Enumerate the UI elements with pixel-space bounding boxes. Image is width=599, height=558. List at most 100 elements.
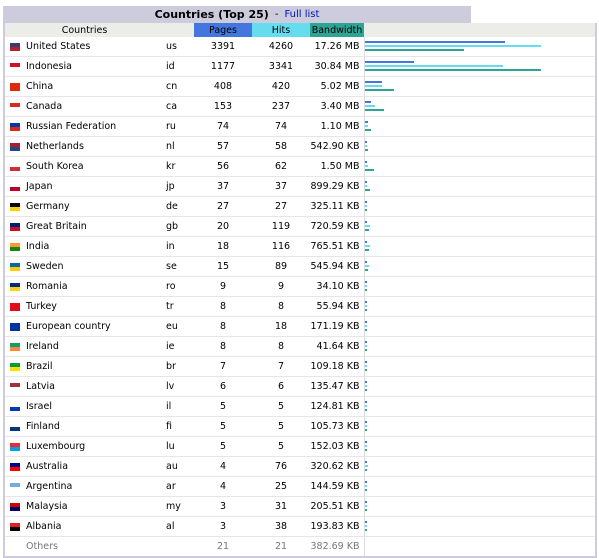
table-row: Ireland ie 8 8 41.64 KB: [4, 336, 596, 357]
hits-bar: [364, 85, 382, 87]
flag-cell: [4, 376, 24, 397]
bar-graph-cell: [364, 196, 596, 217]
table-row: Israel il 5 5 124.81 KB: [4, 396, 596, 417]
pages-value: 3: [194, 516, 252, 537]
flag-cell: [4, 456, 24, 477]
country-flag-icon: [9, 422, 20, 431]
country-name: India: [24, 236, 164, 257]
table-row: Sweden se 15 89 545.94 KB: [4, 256, 596, 277]
hits-value: 37: [252, 176, 310, 197]
pages-value: 8: [194, 316, 252, 337]
country-code: nl: [164, 136, 194, 157]
table-row: Luxembourg lu 5 5 152.03 KB: [4, 436, 596, 457]
bandwidth-bar: [364, 469, 367, 471]
flag-cell: [4, 96, 24, 117]
flag-cell: [4, 516, 24, 537]
country-name: Indonesia: [24, 56, 164, 77]
country-code: ca: [164, 96, 194, 117]
bandwidth-bar: [364, 289, 367, 291]
flag-cell: [4, 436, 24, 457]
pages-value: 9: [194, 276, 252, 297]
pages-bar: [364, 181, 367, 183]
country-name: Israel: [24, 396, 164, 417]
flag-cell: [4, 496, 24, 517]
hits-value: 5: [252, 416, 310, 437]
hits-bar: [364, 445, 367, 447]
bandwidth-bar: [364, 169, 374, 171]
country-flag-icon: [9, 482, 20, 491]
hits-bar: [364, 145, 367, 147]
table-row: Canada ca 153 237 3.40 MB: [4, 96, 596, 117]
pages-value: 5: [194, 436, 252, 457]
pages-value: 7: [194, 356, 252, 377]
flag-cell: [4, 76, 24, 97]
country-code: lu: [164, 436, 194, 457]
header-hits: Hits: [252, 23, 310, 37]
country-name: United States: [24, 37, 164, 57]
hits-value: 5: [252, 396, 310, 417]
hits-bar: [364, 485, 367, 487]
country-code: lv: [164, 376, 194, 397]
bar-graph-cell: [364, 516, 596, 537]
country-name: European country: [24, 316, 164, 337]
country-flag-icon: [9, 442, 20, 451]
flag-cell: [4, 176, 24, 197]
bandwidth-value: 135.47 KB: [310, 376, 365, 397]
bandwidth-value: 34.10 KB: [310, 276, 365, 297]
hits-value: 27: [252, 196, 310, 217]
hits-bar: [364, 45, 541, 47]
bar-graph-cell: [364, 416, 596, 437]
country-flag-icon: [9, 82, 20, 91]
bandwidth-value: 205.51 KB: [310, 496, 365, 517]
country-code: ru: [164, 116, 194, 137]
country-name: Netherlands: [24, 136, 164, 157]
country-name: Russian Federation: [24, 116, 164, 137]
hits-bar: [364, 525, 367, 527]
flag-cell: [4, 236, 24, 257]
bandwidth-bar: [364, 209, 367, 211]
hits-value: 7: [252, 356, 310, 377]
header-graph: [364, 23, 596, 37]
pages-bar: [364, 161, 367, 163]
table-row: Latvia lv 6 6 135.47 KB: [4, 376, 596, 397]
table-row: Indonesia id 1177 3341 30.84 MB: [4, 56, 596, 77]
bandwidth-value: 171.19 KB: [310, 316, 365, 337]
bar-graph-cell: [364, 236, 596, 257]
bandwidth-value: 899.29 KB: [310, 176, 365, 197]
country-code: il: [164, 396, 194, 417]
hits-bar: [364, 385, 367, 387]
pages-value: 27: [194, 196, 252, 217]
country-name: Finland: [24, 416, 164, 437]
country-flag-icon: [9, 202, 20, 211]
country-code: eu: [164, 316, 194, 337]
pages-bar: [364, 81, 382, 83]
table-row: Russian Federation ru 74 74 1.10 MB: [4, 116, 596, 137]
header-pages: Pages: [194, 23, 252, 37]
pages-value: 5: [194, 416, 252, 437]
hits-value: 31: [252, 496, 310, 517]
bandwidth-value: 325.11 KB: [310, 196, 365, 217]
pages-bar: [364, 441, 367, 443]
bar-graph-cell: [364, 456, 596, 477]
bar-graph-cell: [364, 396, 596, 417]
full-list-link[interactable]: Full list: [284, 9, 320, 20]
pages-value: 1177: [194, 56, 252, 77]
country-name: Luxembourg: [24, 436, 164, 457]
pages-value: 4: [194, 476, 252, 497]
pages-value: 3: [194, 496, 252, 517]
pages-value: 56: [194, 156, 252, 177]
pages-bar: [364, 221, 367, 223]
country-flag-icon: [9, 242, 20, 251]
bandwidth-value: 3.40 MB: [310, 96, 365, 117]
table-row: Turkey tr 8 8 55.94 KB: [4, 296, 596, 317]
country-name: Germany: [24, 196, 164, 217]
bar-graph-cell: [364, 37, 596, 57]
country-flag-icon: [9, 122, 20, 131]
bandwidth-value: 765.51 KB: [310, 236, 365, 257]
bandwidth-value: 5.02 MB: [310, 76, 365, 97]
country-name: Australia: [24, 456, 164, 477]
pages-bar: [364, 481, 367, 483]
hits-bar: [364, 285, 367, 287]
flag-cell: [4, 356, 24, 377]
bandwidth-bar: [364, 529, 367, 531]
